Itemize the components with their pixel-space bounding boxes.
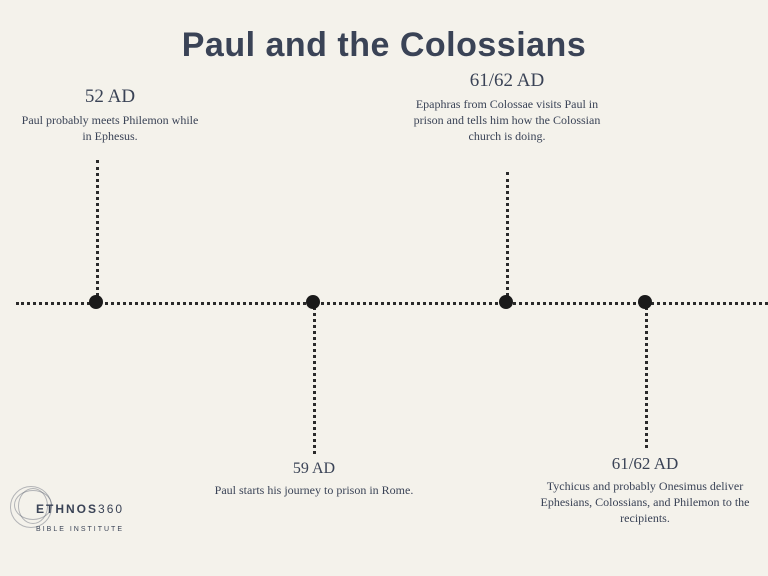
logo-ring-3 xyxy=(18,488,48,524)
timeline-event: 61/62 AD Tychicus and probably Onesimus d… xyxy=(540,454,750,527)
event-desc: Paul probably meets Philemon while in Ep… xyxy=(20,112,200,144)
event-desc: Tychicus and probably Onesimus deliver E… xyxy=(540,478,750,527)
event-desc: Paul starts his journey to prison in Rom… xyxy=(214,482,414,498)
event-year: 52 AD xyxy=(20,86,200,108)
timeline-event: 52 AD Paul probably meets Philemon while … xyxy=(20,86,200,144)
timeline-axis xyxy=(16,302,768,305)
logo: ETHNOS360 BIBLE INSTITUTE xyxy=(36,500,124,535)
event-year: 61/62 AD xyxy=(540,454,750,474)
timeline-event: 59 AD Paul starts his journey to prison i… xyxy=(214,460,414,498)
logo-line2: BIBLE INSTITUTE xyxy=(36,526,124,533)
event-node xyxy=(499,295,513,309)
event-connector xyxy=(313,302,316,454)
event-year: 59 AD xyxy=(214,460,414,478)
event-node xyxy=(306,295,320,309)
event-node xyxy=(638,295,652,309)
event-desc: Epaphras from Colossae visits Paul in pr… xyxy=(402,96,612,145)
event-connector xyxy=(96,160,99,302)
event-node xyxy=(89,295,103,309)
page-title: Paul and the Colossians xyxy=(0,26,768,65)
event-connector xyxy=(506,172,509,302)
timeline-event: 61/62 AD Epaphras from Colossae visits Pa… xyxy=(402,70,612,145)
event-connector xyxy=(645,302,648,448)
event-year: 61/62 AD xyxy=(402,70,612,92)
